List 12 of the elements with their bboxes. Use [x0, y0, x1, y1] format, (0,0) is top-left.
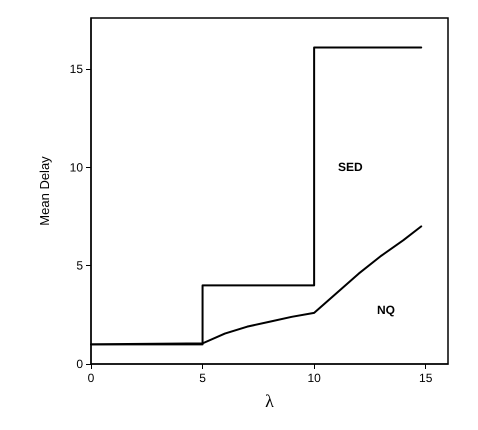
- x-axis-title: λ: [265, 391, 274, 411]
- annotation: NQ: [377, 303, 395, 317]
- y-axis-title: Mean Delay: [37, 156, 52, 226]
- x-tick-label: 15: [419, 371, 433, 385]
- y-tick-label: 10: [70, 160, 84, 174]
- x-tick-label: 5: [199, 371, 206, 385]
- y-tick-label: 15: [70, 62, 84, 76]
- y-tick-label: 0: [76, 357, 84, 371]
- y-tick-label: 5: [76, 258, 84, 273]
- x-tick-label: 10: [307, 371, 322, 385]
- x-tick-label: 0: [88, 371, 95, 385]
- annotation: SED: [338, 160, 364, 174]
